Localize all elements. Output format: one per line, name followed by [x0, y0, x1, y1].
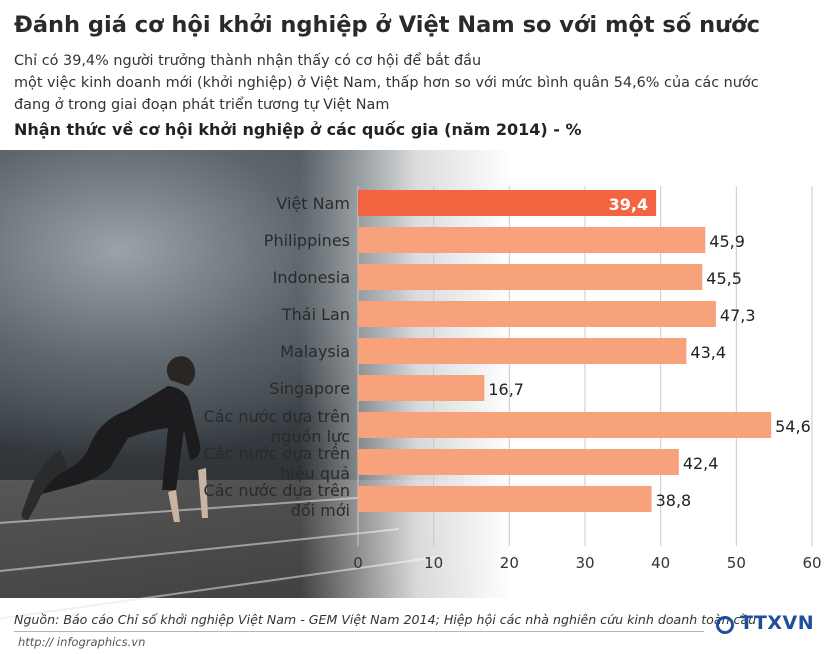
footer-divider: [14, 631, 704, 632]
subtitle-line-2: một việc kinh doanh mới (khởi nghiệp) ở …: [14, 75, 759, 91]
x-tick-label: 40: [651, 554, 670, 572]
value-label: 39,4: [609, 195, 648, 214]
category-label: Các nước dựa trên nguồn lực: [204, 407, 350, 446]
value-label: 45,5: [706, 269, 742, 288]
source-note: Nguồn: Báo cáo Chỉ số khởi nghiệp Việt N…: [14, 612, 757, 627]
value-label: 16,7: [488, 380, 524, 399]
bar: [358, 449, 679, 475]
category-label: Philippines: [264, 231, 350, 250]
value-label: 45,9: [709, 232, 745, 251]
x-tick-label: 0: [353, 554, 363, 572]
bars: [358, 190, 772, 512]
x-tick-label: 30: [575, 554, 594, 572]
page-title: Đánh giá cơ hội khởi nghiệp ở Việt Nam s…: [14, 12, 760, 38]
category-label: Malaysia: [280, 342, 350, 361]
category-label: Các nước dựa trên hiệu quả: [204, 444, 350, 483]
ttxvn-logo-text: TTXVN: [740, 612, 815, 634]
subtitle: Chỉ có 39,4% người trưởng thành nhận thấ…: [14, 50, 824, 116]
x-tick-label: 60: [802, 554, 821, 572]
category-label: Singapore: [269, 379, 350, 398]
bar-chart: Việt Nam Philippines Indonesia Thái Lan Mala…: [204, 186, 822, 572]
subtitle-line-1: Chỉ có 39,4% người trưởng thành nhận thấ…: [14, 53, 482, 69]
bar: [358, 486, 652, 512]
bar: [358, 227, 706, 253]
value-label: 38,8: [656, 491, 692, 510]
x-tick-label: 50: [727, 554, 746, 572]
category-label: Việt Nam: [276, 194, 350, 213]
category-label: Indonesia: [273, 268, 350, 287]
x-tick-label: 20: [500, 554, 519, 572]
ttxvn-logo-icon: [716, 616, 734, 634]
x-tick-label: 10: [424, 554, 443, 572]
subtitle-line-3: đang ở trong giai đoạn phát triển tương …: [14, 97, 390, 113]
bar: [358, 375, 485, 401]
category-label: Thái Lan: [281, 305, 350, 324]
chart-background: [300, 150, 830, 598]
bar: [358, 264, 703, 290]
category-label: Các nước dựa trên đổi mới: [204, 481, 350, 520]
value-label: 42,4: [683, 454, 719, 473]
value-labels: 39,4 45,9 45,5 47,3 43,4 16,7 54,6 42,4 38,8: [488, 195, 810, 510]
category-labels: Việt Nam Philippines Indonesia Thái Lan Mala…: [204, 194, 350, 520]
header: Đánh giá cơ hội khởi nghiệp ở Việt Nam s…: [0, 0, 830, 150]
bar: [358, 412, 772, 438]
value-label: 47,3: [720, 306, 756, 325]
bar: [358, 190, 657, 216]
chart-title: Nhận thức về cơ hội khởi nghiệp ở các qu…: [14, 120, 582, 139]
bar: [358, 301, 716, 327]
sprinter-figure: [21, 356, 208, 522]
website-link[interactable]: http:// infographics.vn: [18, 635, 146, 649]
bar: [358, 338, 687, 364]
value-label: 43,4: [690, 343, 726, 362]
x-axis-ticks: 0 10 20 30 40 50 60: [353, 554, 821, 572]
value-label: 54,6: [775, 417, 811, 436]
